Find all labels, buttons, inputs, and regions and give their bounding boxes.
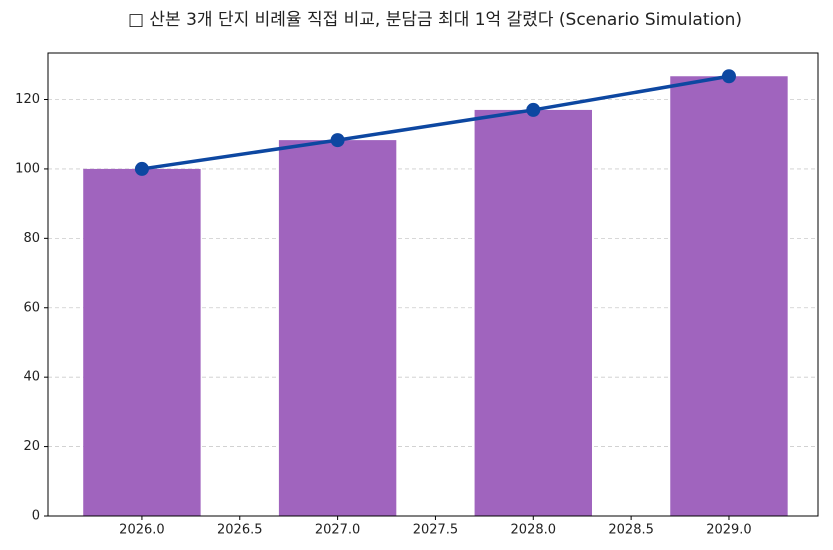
x-tick-label: 2028.0 bbox=[511, 523, 557, 538]
x-tick-label: 2026.0 bbox=[119, 523, 165, 538]
bar bbox=[670, 76, 788, 516]
line bbox=[141, 74, 730, 171]
line-point bbox=[330, 133, 345, 148]
line-point bbox=[134, 161, 149, 176]
x-tick-label: 2028.5 bbox=[608, 523, 654, 538]
plot-frame bbox=[47, 52, 819, 517]
y-tick-label: 0 bbox=[32, 509, 40, 524]
x-tick-label: 2027.0 bbox=[315, 523, 361, 538]
x-tick-label: 2026.5 bbox=[217, 523, 263, 538]
x-tick-label: 2027.5 bbox=[413, 523, 459, 538]
y-tick-label: 60 bbox=[23, 300, 40, 315]
bar bbox=[278, 140, 397, 516]
y-tick-label: 40 bbox=[23, 370, 40, 385]
bar bbox=[83, 168, 201, 517]
bar bbox=[474, 109, 592, 517]
line-point bbox=[721, 69, 736, 84]
y-tick-label: 80 bbox=[23, 231, 40, 246]
x-tick-label: 2029.0 bbox=[706, 523, 752, 538]
y-tick-label: 100 bbox=[15, 161, 40, 176]
y-tick-label: 20 bbox=[23, 439, 40, 454]
line-point bbox=[526, 102, 541, 117]
y-tick-label: 120 bbox=[15, 92, 40, 107]
chart-title: □ 산본 3개 단지 비례율 직접 비교, 분담금 최대 1억 갈렸다 (Sce… bbox=[128, 10, 742, 30]
